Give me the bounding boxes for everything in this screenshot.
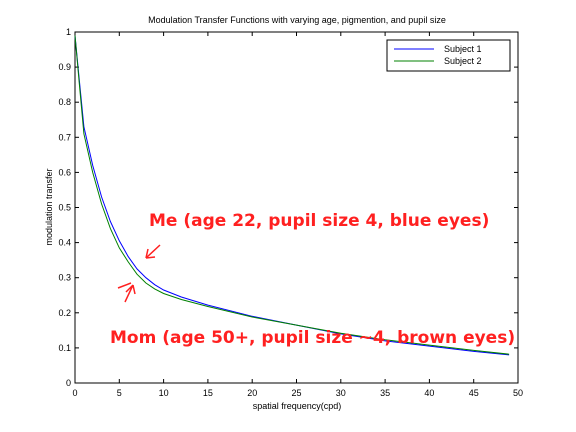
x-tick-label: 0 [72,388,77,398]
x-axis-label: spatial frequency(cpd) [253,401,342,411]
y-tick-label: 0.8 [58,97,71,107]
x-tick-label: 20 [247,388,257,398]
annotation-me-arrow [145,244,161,259]
x-tick-label: 35 [380,388,390,398]
x-tick-label: 5 [117,388,122,398]
annotation-mom: Mom (age 50+, pupil size ~4, brown eyes) [110,282,515,348]
x-tick-label: 45 [469,388,479,398]
x-tick-label: 15 [203,388,213,398]
y-tick-label: 0.2 [58,308,71,318]
x-tick-label: 25 [291,388,301,398]
legend-label-subject-1: Subject 1 [444,44,482,54]
x-tick-label: 10 [159,388,169,398]
annotation-me-text: Me (age 22, pupil size 4, blue eyes) [149,211,489,231]
legend-box [386,39,511,72]
y-axis: 0 0.1 0.2 0.3 0.4 0.5 0.6 0.7 0.8 0.9 1 [58,27,518,388]
plot-area [74,31,519,384]
annotation-mom-text: Mom (age 50+, pupil size ~4, brown eyes) [110,328,515,348]
y-axis-label: modulation transfer [44,168,54,245]
legend-label-subject-2: Subject 2 [444,56,482,66]
y-tick-label: 0.3 [58,273,71,283]
chart-title: Modulation Transfer Functions with varyi… [148,15,446,25]
y-tick-label: 0.5 [58,203,71,213]
y-tick-label: 0.4 [58,238,71,248]
y-tick-label: 0.6 [58,167,71,177]
series-line-subject-2 [74,35,510,355]
x-axis: 0 5 10 15 20 25 30 35 40 45 50 [72,32,523,398]
y-tick-label: 0.7 [58,132,71,142]
x-tick-label: 50 [513,388,523,398]
y-tick-label: 1 [66,27,71,37]
legend: Subject 1 Subject 2 [386,39,511,72]
series-line-subject-1 [74,35,510,356]
series-layer [74,35,510,356]
x-tick-label: 40 [424,388,434,398]
annotation-me: Me (age 22, pupil size 4, blue eyes) [145,211,489,259]
x-tick-label: 30 [336,388,346,398]
y-tick-label: 0.1 [58,343,71,353]
annotation-mom-arrow [117,282,136,303]
y-tick-label: 0 [66,378,71,388]
y-tick-label: 0.9 [58,62,71,72]
